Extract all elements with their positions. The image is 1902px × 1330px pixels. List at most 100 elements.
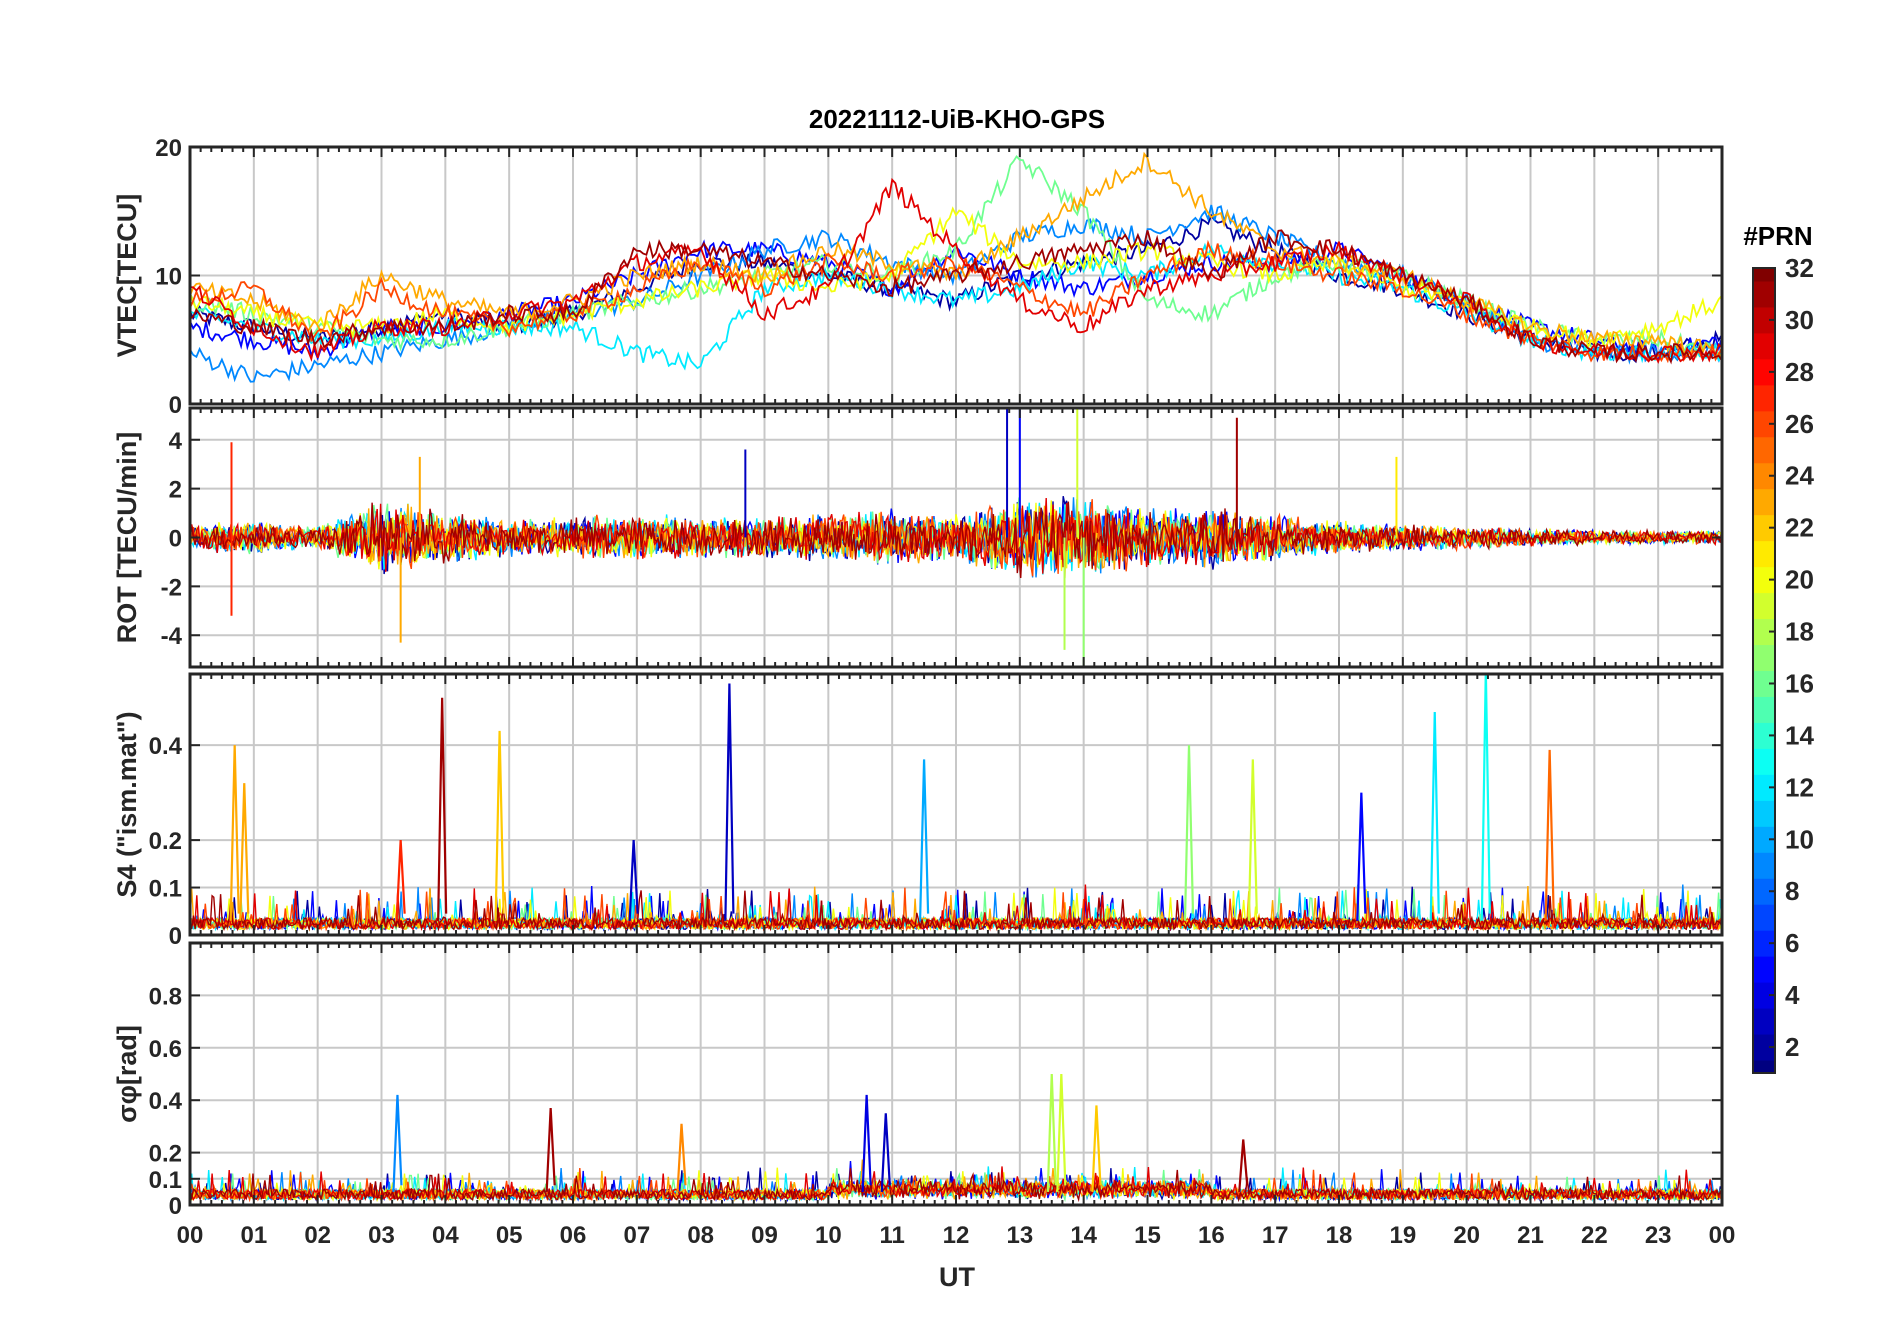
- x-tick-label: 05: [496, 1222, 523, 1249]
- colorbar-segment: [1753, 566, 1775, 594]
- colorbar-segment: [1753, 982, 1775, 1009]
- rot-series-prn-31: [190, 501, 1722, 579]
- y-axis-label: VTEC[TECU]: [112, 194, 142, 358]
- sigma_phi-spike-4: [880, 1113, 891, 1192]
- colorbar-segment: [1753, 1060, 1775, 1074]
- colorbar-segment: [1753, 644, 1775, 671]
- x-tick-label: 01: [240, 1222, 267, 1249]
- colorbar-segment: [1753, 462, 1775, 490]
- colorbar-segment: [1753, 384, 1775, 412]
- colorbar-segment: [1753, 618, 1775, 646]
- s4-spike-4: [494, 730, 505, 921]
- colorbar-tick-label: 28: [1785, 357, 1814, 387]
- s4-spike-8: [1183, 745, 1195, 921]
- colorbar-segment: [1753, 930, 1775, 957]
- s4-series-prn-31: [190, 890, 1722, 932]
- colorbar-segment: [1753, 800, 1775, 827]
- colorbar-segment: [1753, 268, 1775, 282]
- colorbar-label: #PRN: [1743, 221, 1812, 251]
- y-tick-label: 0.1: [149, 1167, 182, 1194]
- x-tick-label: 18: [1326, 1222, 1353, 1249]
- colorbar-segment: [1753, 332, 1775, 360]
- vtec-series-prn-31: [190, 229, 1722, 365]
- x-tick-label: 17: [1262, 1222, 1289, 1249]
- colorbar-segment: [1753, 852, 1775, 879]
- s4-spike-2: [395, 840, 406, 921]
- colorbar-segment: [1753, 722, 1775, 749]
- x-tick-label: 19: [1389, 1222, 1416, 1249]
- x-tick-label: 10: [815, 1222, 842, 1249]
- sigma_phi-spike-6: [1056, 1073, 1067, 1192]
- colorbar-segment: [1753, 410, 1775, 438]
- sigma_phi-spike-7: [1091, 1105, 1102, 1192]
- colorbar-segment: [1753, 696, 1775, 723]
- colorbar-segment: [1753, 956, 1775, 983]
- x-tick-label: 09: [751, 1222, 778, 1249]
- x-ticks: [189, 674, 1723, 935]
- y-tick-label: 0: [169, 392, 182, 419]
- y-tick-label: 0.1: [149, 876, 182, 903]
- x-tick-label: 03: [368, 1222, 395, 1249]
- colorbar-tick-label: 30: [1785, 305, 1814, 335]
- colorbar-segment: [1753, 670, 1775, 697]
- x-tick-label: 06: [560, 1222, 587, 1249]
- s4-spike-3: [437, 697, 448, 921]
- y-tick-label: 0.4: [149, 1088, 183, 1115]
- sigma_phi-spike-0: [392, 1094, 403, 1192]
- x-tick-label: 16: [1198, 1222, 1225, 1249]
- y-tick-label: 20: [155, 135, 182, 162]
- vtec-series-prn-29: [190, 177, 1722, 364]
- sigma_phi-spike-8: [1238, 1139, 1249, 1192]
- y-tick-label: 0.2: [149, 828, 182, 855]
- colorbar-segment: [1753, 826, 1775, 853]
- colorbar-tick-label: 16: [1785, 668, 1814, 698]
- x-tick-label: 11: [879, 1222, 904, 1249]
- colorbar-tick-label: 26: [1785, 409, 1814, 439]
- s4-spike-12: [1480, 674, 1491, 921]
- colorbar-segment: [1753, 1008, 1775, 1035]
- s4-spike-6: [724, 683, 735, 921]
- vtec-series-prn-20: [190, 206, 1722, 351]
- s4-spike-1: [239, 783, 250, 921]
- s4-spike-0: [229, 745, 240, 921]
- sigma_phi-spike-1: [545, 1108, 556, 1192]
- y-tick-label: 0.2: [149, 1141, 182, 1168]
- x-ticks: [189, 408, 1723, 667]
- x-tick-label: 21: [1517, 1222, 1544, 1249]
- series-group: [190, 408, 1722, 667]
- panel-rot: -4 -2 0 2 4 ROT [TECU/min]: [112, 406, 1724, 669]
- y-axis-label: ROT [TECU/min]: [112, 432, 142, 643]
- s4-spike-13: [1544, 749, 1555, 921]
- colorbar-segment: [1753, 358, 1775, 386]
- y-tick-label: 0: [169, 1193, 182, 1220]
- sigma_phi-spike-5: [1046, 1073, 1057, 1192]
- colorbar-tick-label: 20: [1785, 565, 1814, 595]
- colorbar-tick-label: 24: [1785, 461, 1814, 491]
- colorbar-tick-label: 2: [1785, 1032, 1799, 1062]
- colorbar-tick-label: 10: [1785, 824, 1814, 854]
- x-tick-label: 02: [304, 1222, 331, 1249]
- colorbar-tick-label: 6: [1785, 928, 1799, 958]
- colorbar-segment: [1753, 774, 1775, 801]
- y-axis-label: S4 ("ism.mat"): [112, 711, 142, 897]
- series-group: [190, 151, 1722, 383]
- x-ticks: [189, 147, 1723, 404]
- x-axis-label: UT: [939, 1262, 975, 1292]
- sigma_phi-spike-2: [676, 1123, 687, 1192]
- y-tick-label: -2: [161, 574, 182, 601]
- x-tick-label: 20: [1453, 1222, 1480, 1249]
- y-tick-label: -4: [161, 623, 183, 650]
- colorbar-segment: [1753, 488, 1775, 516]
- x-tick-label: 07: [623, 1222, 650, 1249]
- colorbar-segment: [1753, 748, 1775, 775]
- panel-sigma_phi: 00.10.2 0.4 0.6 0.8 σφ[rad] 00 01 02 03 04 05 06 07 0…: [112, 941, 1735, 1249]
- y-tick-label: 0.6: [149, 1036, 182, 1063]
- x-tick-label: 14: [1070, 1222, 1097, 1249]
- colorbar-tick-label: 22: [1785, 513, 1814, 543]
- vtec-series-prn-23: [190, 151, 1722, 361]
- colorbar-tick-label: 14: [1785, 720, 1814, 750]
- y-tick-label: 4: [169, 428, 183, 455]
- colorbar-segment: [1753, 514, 1775, 542]
- sigma_phi-spike-3: [861, 1094, 872, 1192]
